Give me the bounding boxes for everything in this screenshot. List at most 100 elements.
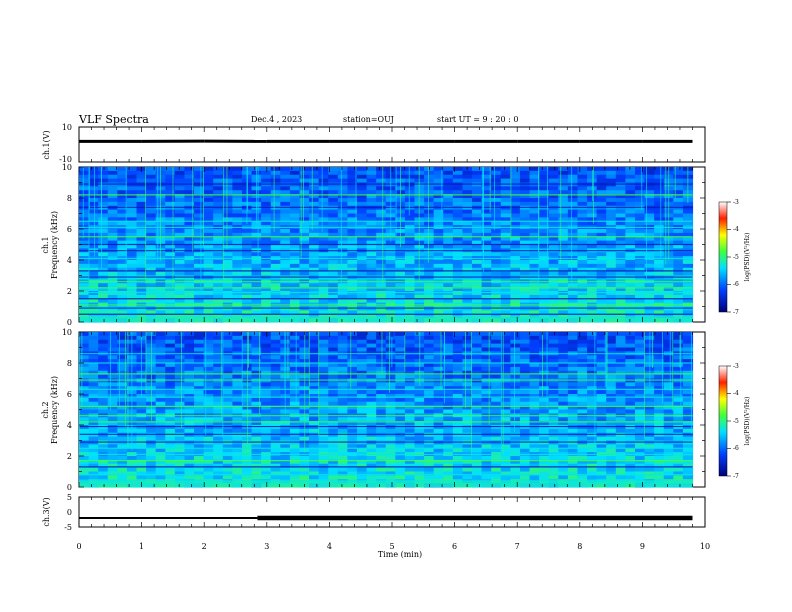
spectrogram-cell — [356, 182, 368, 187]
spectrogram-cell — [462, 417, 473, 422]
spectrogram-cell — [280, 448, 291, 453]
spectrogram-cell — [88, 335, 99, 341]
spectrogram-cell — [194, 425, 205, 430]
spectrogram-cell — [309, 394, 320, 399]
spectrogram-cell — [117, 405, 128, 411]
spectrogram-cell — [462, 229, 473, 234]
spectrogram-cell — [203, 190, 214, 195]
spectrogram-cell — [213, 456, 224, 461]
spectrogram-cell — [625, 339, 636, 345]
spectrogram-cell — [376, 339, 387, 345]
spectrogram-cell — [299, 182, 310, 187]
spectrogram-cell — [385, 432, 396, 438]
spectrogram-cell — [337, 167, 348, 172]
spectrogram-cell — [203, 378, 214, 383]
spectrogram-cell — [644, 240, 655, 246]
spectrogram-cell — [356, 221, 368, 226]
spectrogram-cell — [261, 428, 272, 434]
spectrogram-cell — [615, 401, 626, 407]
spectrogram-cell — [491, 374, 502, 380]
spectrogram-cell — [682, 355, 694, 360]
spectrogram-cell — [146, 306, 157, 311]
spectrogram-cell — [203, 244, 214, 249]
spectrogram-cell — [299, 232, 310, 238]
spectrogram-cell — [587, 244, 598, 249]
spectrogram-cell — [222, 359, 233, 364]
spectrogram-cell — [117, 386, 128, 391]
spectrogram-cell — [347, 260, 358, 265]
spectrogram-cell — [385, 267, 396, 273]
spectrogram-cell — [337, 283, 348, 288]
spectrogram-cell — [136, 287, 147, 292]
spectrogram-cell — [126, 244, 138, 249]
spectrogram-cell — [567, 339, 579, 345]
spectrogram-cell — [443, 263, 454, 269]
spectrogram-cell — [232, 425, 243, 430]
spectrogram-cell — [98, 240, 109, 246]
spectrogram-cell — [491, 432, 502, 438]
spectrogram-cell — [347, 378, 358, 383]
spectrogram-cell — [309, 194, 320, 199]
spectrogram-cell — [155, 310, 166, 315]
spectrogram-cell — [491, 217, 502, 222]
spectrogram-cell — [596, 298, 607, 304]
spectrogram-cell — [615, 425, 626, 430]
spectrogram-cell — [606, 370, 617, 376]
spectrogram-cell — [481, 359, 492, 364]
spectrogram-cell — [165, 428, 176, 434]
spectrogram-cell — [558, 390, 569, 395]
spectrogram-cell — [174, 260, 186, 265]
spectrogram-cell — [88, 201, 99, 207]
spectrogram-cell — [452, 294, 464, 300]
spectrogram-cell — [587, 425, 598, 430]
spectrogram-cell — [337, 232, 348, 238]
spectrogram-cell — [184, 310, 195, 315]
spectrogram-cell — [414, 417, 425, 422]
spectrogram-cell — [232, 174, 243, 180]
spectrogram-cell — [299, 456, 310, 461]
spectrogram-cell — [174, 217, 186, 222]
spectrogram-cell — [155, 374, 166, 380]
spectrogram-cell — [174, 221, 186, 226]
spectrogram-cell — [682, 213, 694, 218]
spectrogram-cell — [174, 271, 186, 277]
spectrogram-cell — [174, 436, 186, 442]
spectrogram-cell — [634, 167, 646, 172]
spectrogram-cell — [644, 201, 655, 207]
spectrogram-cell — [385, 421, 396, 426]
spectrogram-cell — [117, 236, 128, 242]
spectrogram-cell — [519, 182, 531, 187]
spectrogram-cell — [117, 444, 128, 449]
spectrogram-cell — [472, 432, 483, 438]
spectrogram-cell — [567, 178, 579, 184]
spectrogram-cell — [88, 209, 99, 215]
spectrogram-cell — [539, 440, 550, 445]
spectrogram-cell — [184, 217, 195, 222]
spectrogram-cell — [519, 232, 531, 238]
spectrogram-cell — [328, 240, 339, 246]
spectrogram-cell — [309, 448, 320, 453]
spectrogram-cell — [318, 291, 329, 296]
spectrogram-cell — [318, 252, 329, 257]
spectrogram-cell — [615, 390, 626, 395]
spectrogram-cell — [452, 374, 464, 380]
spectrogram-cell — [184, 386, 195, 391]
spectrogram-cell — [309, 370, 320, 376]
spectrogram-cell — [654, 386, 665, 391]
spectrogram-cell — [366, 444, 377, 449]
spectrogram-cell — [529, 283, 540, 288]
spectrogram-cell — [79, 366, 90, 372]
spectrogram-cell — [424, 213, 435, 218]
spectrogram-cell — [203, 366, 214, 372]
spectrogram-cell — [443, 339, 454, 345]
spectrogram-cell — [194, 339, 205, 345]
spectrogram-cell — [462, 335, 473, 341]
spectrogram-cell — [251, 310, 262, 315]
spectrogram-cell — [634, 405, 646, 411]
spectrogram-cell — [347, 335, 358, 341]
spectrogram-cell — [79, 425, 90, 430]
spectrogram-cell — [251, 306, 262, 311]
spectrogram-cell — [79, 178, 90, 184]
spectrogram-cell — [462, 386, 473, 391]
spectrogram-cell — [424, 359, 435, 364]
